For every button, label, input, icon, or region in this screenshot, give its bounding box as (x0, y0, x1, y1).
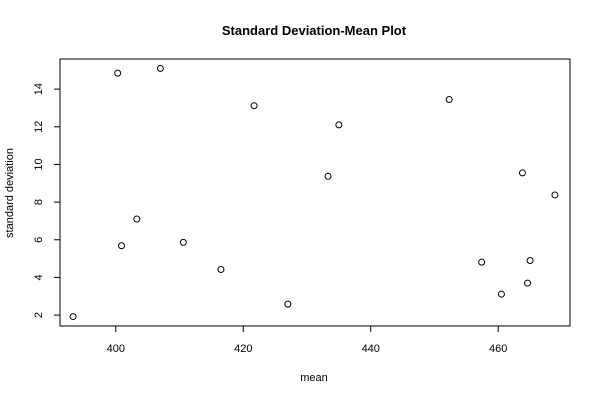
data-point (478, 258, 486, 266)
data-point (497, 290, 505, 298)
y-tick-label: 4 (33, 274, 45, 280)
y-axis-label: standard deviation (4, 148, 16, 238)
data-point (179, 238, 187, 246)
data-point (69, 313, 77, 321)
data-point (114, 69, 122, 77)
chart-title: Standard Deviation-Mean Plot (222, 23, 407, 38)
data-point (217, 266, 225, 274)
data-point (526, 256, 534, 264)
data-point (445, 95, 453, 103)
data-point (324, 172, 332, 180)
data-point (518, 169, 526, 177)
data-point (133, 215, 141, 223)
x-tick-label: 400 (107, 343, 125, 355)
y-tick-label: 10 (33, 158, 45, 170)
data-point (335, 121, 343, 129)
x-tick-label: 440 (362, 343, 380, 355)
data-point (524, 279, 532, 287)
y-axis: 2 4 6 8 10 12 14 (33, 83, 61, 318)
x-axis: 400 420 440 460 (107, 325, 507, 355)
x-tick-label: 420 (234, 343, 252, 355)
y-tick-label: 2 (33, 312, 45, 318)
y-tick-label: 6 (33, 237, 45, 243)
x-axis-label: mean (300, 372, 328, 384)
plot-area (59, 58, 571, 327)
x-tick-label: 460 (489, 343, 507, 355)
data-point (118, 242, 126, 250)
data-point (284, 300, 292, 308)
data-points (69, 64, 559, 321)
y-tick-label: 12 (33, 121, 45, 133)
data-point (250, 102, 258, 110)
data-point (156, 64, 164, 72)
y-tick-label: 8 (33, 199, 45, 205)
data-point (551, 191, 559, 199)
y-tick-label: 14 (33, 83, 45, 95)
